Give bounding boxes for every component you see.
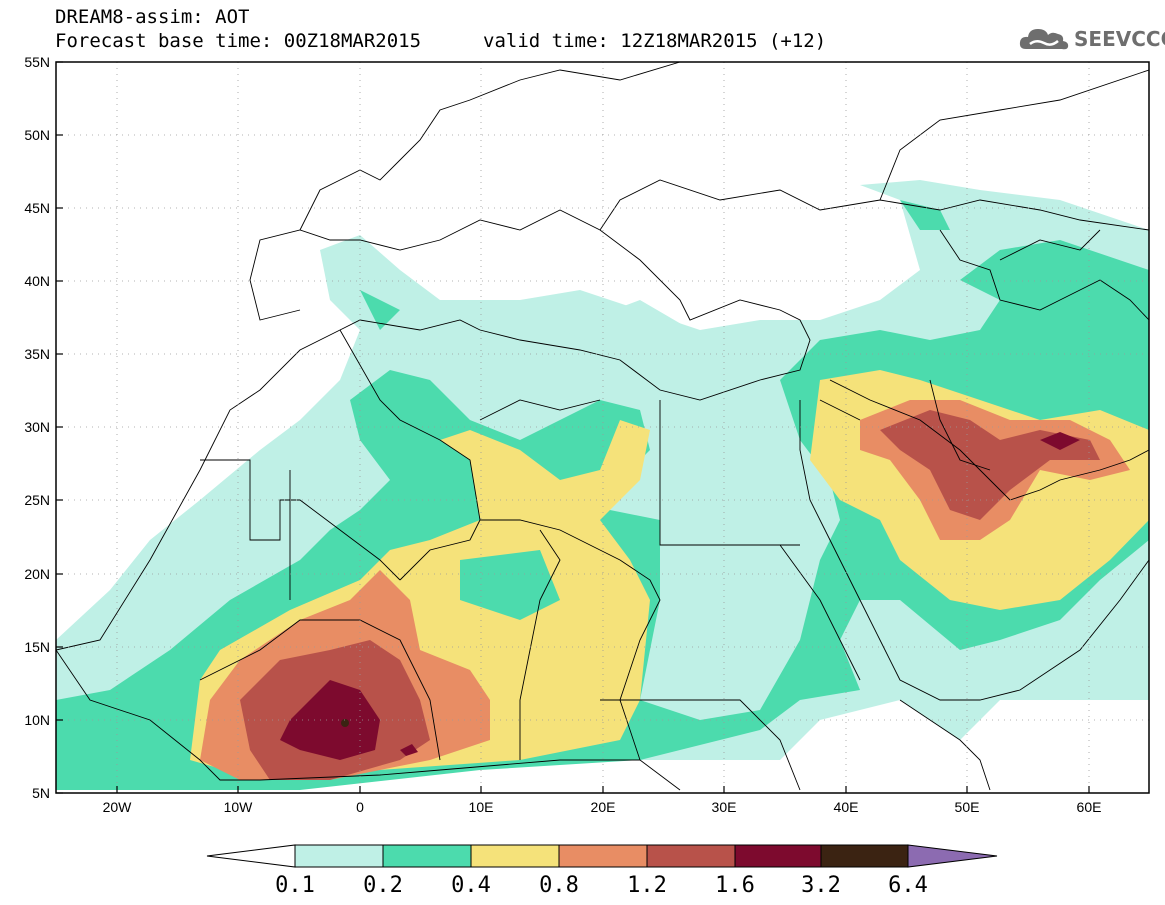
colorbar-label: 1.2	[627, 873, 667, 898]
colorbar-segment	[734, 844, 822, 868]
colorbar-segment	[206, 844, 296, 868]
colorbar-label: 0.2	[363, 873, 403, 898]
aot-contour-1.2	[880, 410, 1100, 520]
chart-title: DREAM8-assim: AOT	[55, 6, 250, 28]
colorbar-segment	[646, 844, 736, 868]
lat-tick-label: 35N	[24, 346, 50, 362]
lat-tick-label: 25N	[24, 492, 50, 508]
lat-tick-label: 10N	[24, 712, 50, 728]
seevccc-logo: SEEVCCC	[1018, 24, 1165, 54]
colorbar-label: 0.8	[539, 873, 579, 898]
lon-tick-label: 30E	[712, 799, 737, 815]
lat-tick-label: 55N	[24, 54, 50, 70]
lat-tick-label: 45N	[24, 200, 50, 216]
aot-contour-1.6	[400, 744, 418, 756]
aot-contour-1.6	[280, 680, 380, 760]
lat-tick-label: 30N	[24, 419, 50, 435]
lon-tick-label: 40E	[834, 799, 859, 815]
lat-tick-label: 50N	[24, 127, 50, 143]
colorbar	[206, 844, 998, 868]
lon-tick-label: 50E	[955, 799, 980, 815]
colorbar-segment	[558, 844, 648, 868]
aot-contour-0.2	[900, 200, 950, 230]
colorbar-segment	[382, 844, 472, 868]
aot-contour-0.2	[360, 290, 400, 330]
lon-tick-label: 10W	[224, 799, 254, 815]
valid-time: valid time: 12Z18MAR2015 (+12)	[483, 30, 827, 52]
grid	[56, 62, 1149, 793]
colorbar-segment	[294, 844, 384, 868]
lon-tick-label: 10E	[469, 799, 494, 815]
aot-field	[56, 62, 1149, 793]
lat-tick-label: 5N	[32, 785, 50, 801]
lon-tick-label: 20W	[103, 799, 133, 815]
colorbar-label: 0.1	[275, 873, 315, 898]
aot-contour-0.1	[560, 300, 700, 360]
aot-contour-3.2	[341, 719, 349, 727]
aot-contour-1.6	[1040, 432, 1080, 450]
colorbar-label: 0.4	[451, 873, 491, 898]
lon-tick-label: 0	[356, 799, 364, 815]
lon-tick-label: 20E	[591, 799, 616, 815]
cloud-icon	[1019, 29, 1069, 50]
colorbar-segment	[820, 844, 909, 868]
lon-tick-label: 60E	[1077, 799, 1102, 815]
coastlines	[56, 62, 1149, 791]
lat-tick-label: 40N	[24, 273, 50, 289]
ticks	[56, 61, 1090, 794]
colorbar-segment	[470, 844, 560, 868]
colorbar-label: 3.2	[801, 873, 841, 898]
colorbar-segment	[907, 844, 998, 868]
lat-tick-label: 15N	[24, 639, 50, 655]
forecast-base-time: Forecast base time: 00Z18MAR2015	[55, 30, 422, 52]
colorbar-label: 6.4	[888, 873, 928, 898]
aot-contour-0.4	[460, 550, 560, 620]
logo-text: SEEVCCC	[1074, 27, 1165, 51]
lat-tick-label: 20N	[24, 566, 50, 582]
colorbar-label: 1.6	[715, 873, 755, 898]
